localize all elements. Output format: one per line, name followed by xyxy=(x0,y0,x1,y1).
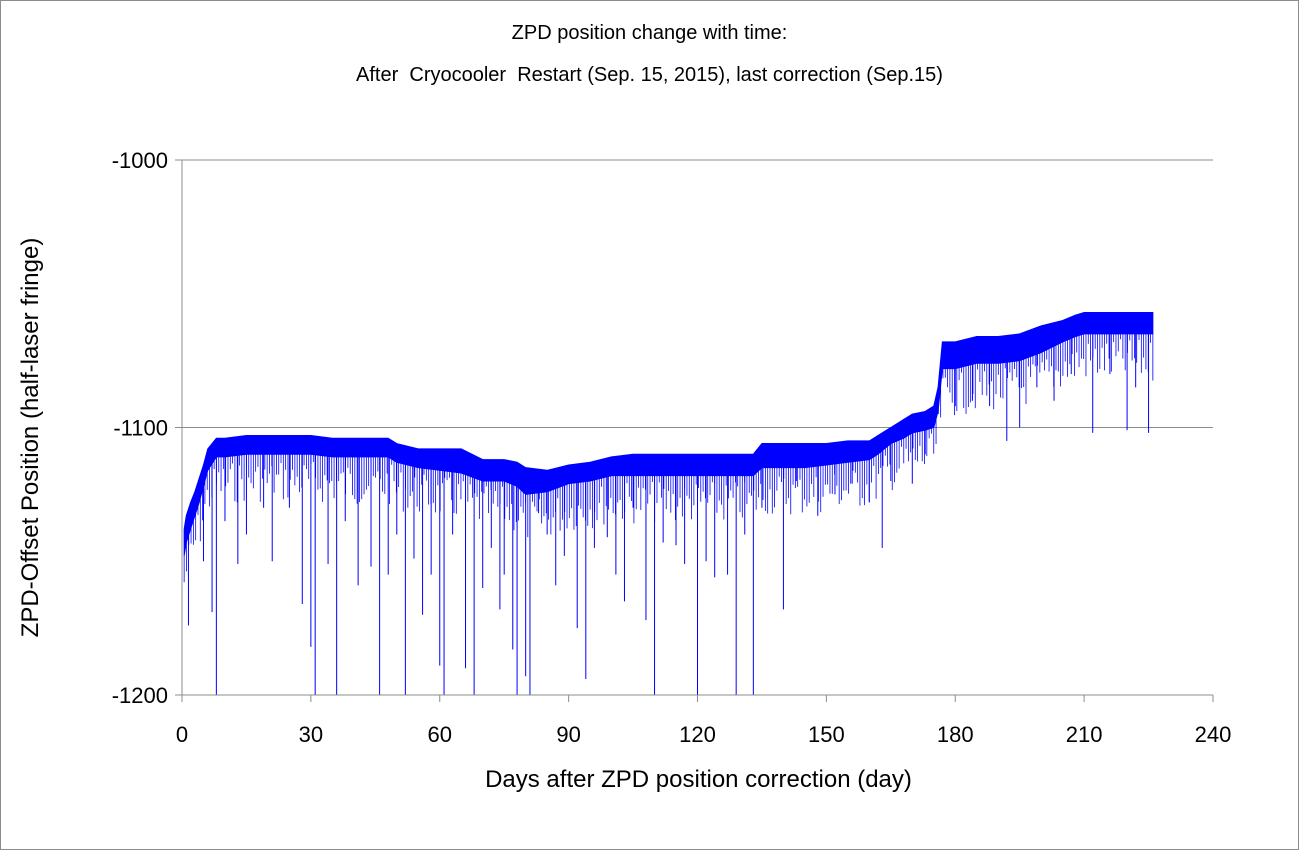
tick-labels: -1000 -1100 -1200 0 30 60 90 120 150 180 210 240 xyxy=(112,148,1232,747)
x-tick-label: 120 xyxy=(679,722,716,747)
data-band xyxy=(183,311,1154,556)
chart-subtitle: After Cryocooler Restart (Sep. 15, 2015)… xyxy=(356,64,943,86)
x-tick-label: 90 xyxy=(556,722,580,747)
x-tick-label: 150 xyxy=(808,722,845,747)
x-tick-label: 210 xyxy=(1066,722,1103,747)
x-tick-label: 60 xyxy=(428,722,452,747)
chart-title: ZPD position change with time: xyxy=(511,22,788,44)
axes xyxy=(175,159,1214,702)
x-tick-label: 180 xyxy=(937,722,974,747)
x-tick-label: 0 xyxy=(176,722,188,747)
data-series xyxy=(183,311,1154,695)
y-tick-label: -1100 xyxy=(113,416,168,441)
x-tick-label: 30 xyxy=(299,722,323,747)
y-tick-label: -1200 xyxy=(112,683,168,708)
x-axis-title: Days after ZPD position correction (day) xyxy=(485,766,912,793)
y-tick-label: -1000 xyxy=(112,148,168,173)
y-axis-title: ZPD-Offset Position (half-laser fringe) xyxy=(17,238,44,638)
x-tick-label: 240 xyxy=(1195,722,1232,747)
